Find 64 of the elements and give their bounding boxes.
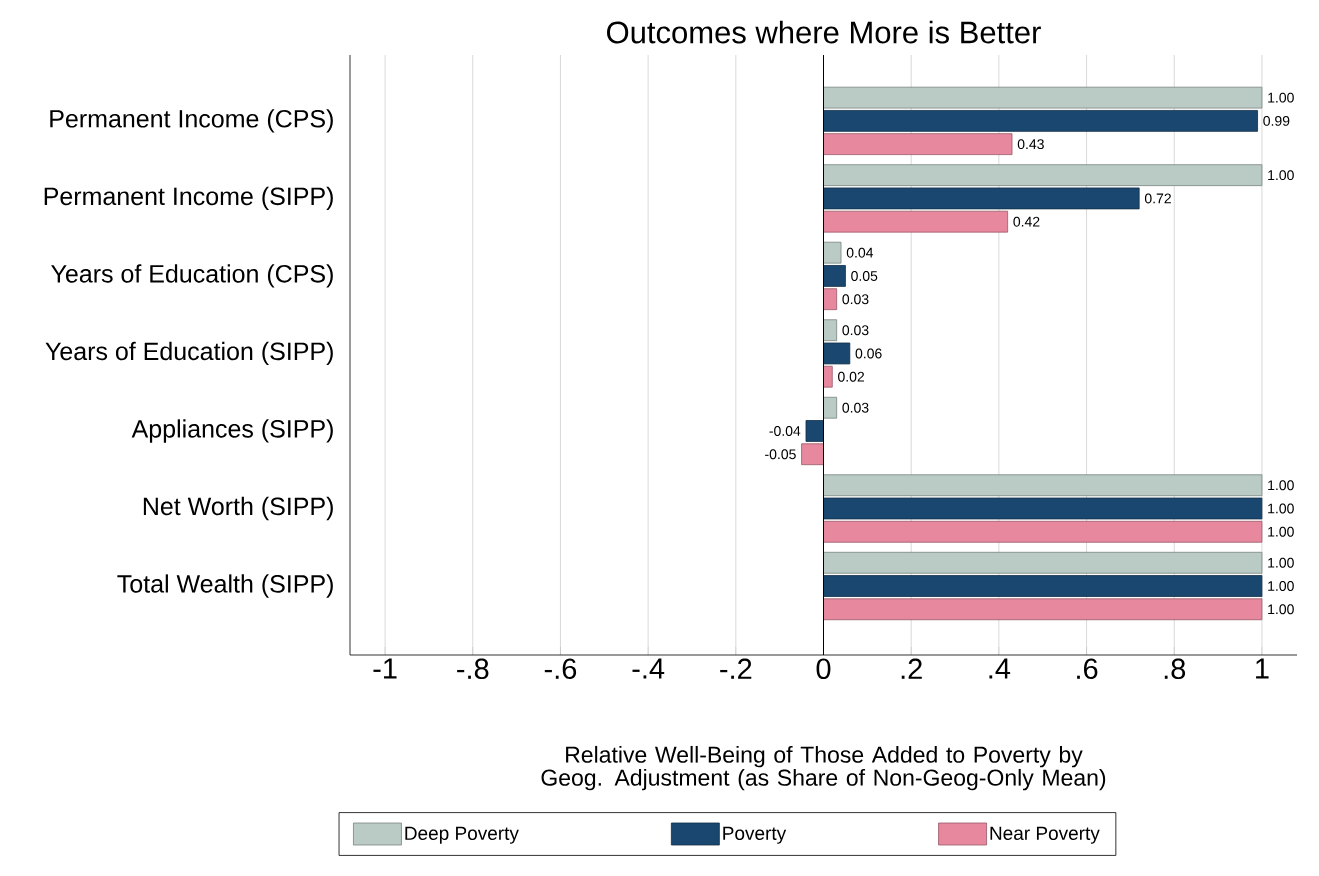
bar [823, 210, 1009, 233]
data-label: 1.00 [1268, 480, 1294, 491]
data-label: 0.03 [842, 325, 869, 336]
data-label: 0.06 [855, 348, 882, 359]
x-axis-title: Relative Well-Being of Those Added to Poverty by Geog. Adjustment (as Share of Non-Geog-Only Mean) [541, 745, 1106, 791]
legend-label: Poverty [723, 826, 787, 844]
data-label: 0.43 [1017, 139, 1044, 150]
data-label: 0.02 [838, 371, 865, 382]
bar [823, 598, 1263, 621]
x-tick-label: -.6 [544, 658, 577, 680]
data-label: -0.05 [765, 449, 796, 460]
bar [823, 110, 1258, 132]
x-tick-label: -.8 [457, 658, 489, 680]
bar [801, 443, 824, 466]
x-tick-label: -.4 [632, 658, 665, 679]
x-tick-label: 1 [1256, 658, 1269, 679]
y-tick-label: Permanent Income (CPS) [50, 109, 333, 133]
x-tick-label: -.2 [720, 658, 752, 679]
data-label: 0.42 [1013, 216, 1040, 227]
bar [823, 474, 1263, 497]
bar [823, 575, 1263, 597]
bar [823, 164, 1263, 187]
legend-label: Deep Poverty [405, 826, 519, 844]
x-tick-label: .2 [901, 658, 922, 679]
bar [823, 241, 842, 264]
y-tick-label: Appliances (SIPP) [131, 419, 333, 443]
y-tick-label: Years of Education (CPS) [51, 264, 333, 288]
bar [823, 520, 1263, 543]
bar [805, 420, 824, 442]
bar [823, 133, 1013, 156]
bar [823, 86, 1263, 109]
bar [823, 551, 1263, 574]
data-label: 1.00 [1268, 557, 1294, 568]
data-label: 1.00 [1268, 604, 1294, 615]
bar [823, 288, 838, 311]
bar [823, 396, 838, 419]
y-tick-label: Years of Education (SIPP) [45, 341, 333, 366]
y-tick-label: Permanent Income (SIPP) [44, 186, 333, 211]
bar [823, 497, 1263, 520]
data-label: 1.00 [1268, 503, 1294, 514]
x-tick-label: .8 [1164, 658, 1186, 680]
data-label: 1.00 [1268, 526, 1294, 537]
data-label: 0.03 [842, 294, 869, 305]
bar [823, 265, 846, 287]
bar [823, 342, 851, 365]
x-tick-label: 0 [816, 658, 831, 680]
data-label: 0.04 [846, 247, 874, 258]
data-label: 1.00 [1268, 170, 1294, 181]
data-label: -0.04 [769, 426, 801, 436]
chart-title: Outcomes where More is Better [607, 20, 1041, 44]
bar [823, 319, 838, 342]
data-label: 1.00 [1268, 92, 1294, 103]
data-label: 0.03 [842, 402, 869, 413]
data-label: 1.00 [1268, 581, 1294, 591]
y-tick-label: Net Worth (SIPP) [143, 496, 333, 521]
x-tick-label: .4 [989, 658, 1011, 679]
bar [823, 187, 1140, 210]
data-label: 0.72 [1144, 193, 1171, 204]
legend-label: Near Poverty [990, 826, 1100, 844]
x-tick-label: -1 [373, 658, 397, 679]
y-tick-label: Total Wealth (SIPP) [117, 574, 333, 598]
data-label: 0.05 [851, 270, 878, 281]
x-tick-label: .6 [1077, 658, 1098, 680]
data-label: 0.99 [1263, 115, 1290, 126]
